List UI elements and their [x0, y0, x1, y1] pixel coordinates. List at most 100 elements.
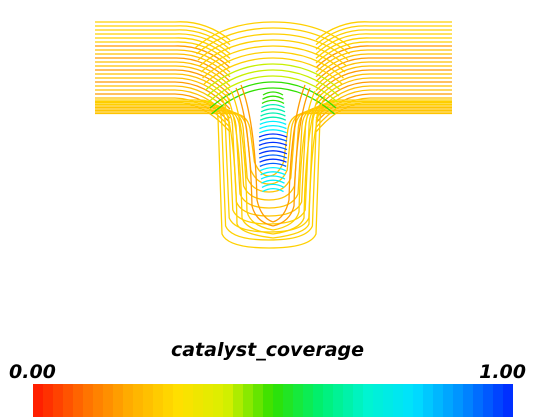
contour-line: [95, 61, 231, 87]
colorbar-band: [253, 384, 264, 417]
colorbar-band: [363, 384, 374, 417]
colorbar-band: [343, 384, 354, 417]
colorbar-band: [173, 384, 184, 417]
colorbar-band: [233, 384, 244, 417]
colorbar-band: [153, 384, 164, 417]
contour-arc: [260, 108, 286, 113]
contour-plot: [95, 21, 452, 249]
colorbar-band: [493, 384, 504, 417]
colorbar-band: [383, 384, 394, 417]
contour-line: [230, 90, 274, 231]
contour-arc: [259, 120, 287, 125]
colorbar-band: [163, 384, 174, 417]
contour-arc: [196, 27, 350, 55]
contour-line: [95, 49, 231, 73]
colorbar-title: catalyst_coverage: [170, 339, 365, 361]
contour-line: [315, 25, 452, 46]
contour-arc: [258, 133, 288, 138]
contour-line: [315, 65, 452, 92]
contour-arc: [209, 81, 337, 109]
colorbar-band: [393, 384, 404, 417]
contour-line: [95, 41, 231, 64]
contour-line: [315, 29, 452, 50]
contour-line: [95, 37, 231, 59]
contour-arc: [206, 69, 340, 97]
contour-arc: [202, 51, 344, 79]
colorbar-band: [313, 384, 324, 417]
contour-line: [315, 61, 452, 87]
colorbar-band: [183, 384, 194, 417]
colorbar-band: [473, 384, 484, 417]
colorbar-band: [503, 384, 513, 417]
colorbar-band: [33, 384, 44, 417]
contour-line: [315, 37, 452, 59]
contour-line: [95, 25, 231, 46]
contour-line: [315, 49, 452, 73]
contour-arc: [258, 141, 288, 146]
colorbar-band: [223, 384, 234, 417]
contour-arc: [200, 45, 346, 73]
colorbar-band: [123, 384, 134, 417]
contour-line: [95, 109, 452, 193]
contour-arc: [261, 183, 285, 188]
contour-line: [315, 73, 452, 101]
contour-arc: [260, 171, 286, 176]
colorbar: [33, 384, 513, 417]
colorbar-band: [143, 384, 154, 417]
contour-line: [95, 100, 452, 241]
colorbar-band: [413, 384, 424, 417]
contour-arc: [259, 166, 287, 172]
contour-arc: [259, 158, 287, 163]
colorbar-band: [113, 384, 124, 417]
colorbar-band: [133, 384, 144, 417]
colorbar-band: [303, 384, 314, 417]
contour-line: [95, 77, 231, 105]
contour-arc: [261, 179, 285, 184]
contour-line: [272, 93, 321, 235]
contour-arc: [259, 124, 287, 130]
colorbar-band: [293, 384, 304, 417]
colorbar-band: [43, 384, 54, 417]
contour-line: [315, 41, 452, 64]
contour-line: [220, 96, 274, 239]
contour-line: [272, 96, 326, 239]
colorbar-band: [193, 384, 204, 417]
colorbar-band: [403, 384, 414, 417]
colorbar-band: [83, 384, 94, 417]
contour-arc: [258, 150, 288, 155]
contour-arc: [259, 162, 287, 167]
colorbar-band: [263, 384, 274, 417]
colorbar-band: [333, 384, 344, 417]
contour-arc: [203, 57, 343, 85]
contour-line: [235, 87, 274, 227]
colorbar-band: [423, 384, 434, 417]
contour-arc: [261, 103, 285, 109]
contour-line: [315, 77, 452, 105]
colorbar-band: [453, 384, 464, 417]
colorbar-band: [53, 384, 64, 417]
colorbar-max-label: 1.00: [479, 361, 526, 383]
contour-line: [95, 73, 231, 101]
contour-line: [95, 106, 452, 209]
contour-arc: [205, 63, 341, 91]
colorbar-band: [443, 384, 454, 417]
contour-line: [95, 111, 452, 185]
contour-arc: [260, 175, 286, 180]
contour-line: [240, 84, 274, 223]
colorbar-band: [213, 384, 224, 417]
contour-arc: [260, 112, 286, 117]
contour-arc: [208, 75, 338, 103]
contour-arc: [259, 129, 287, 134]
contour-arc: [259, 116, 287, 121]
contour-line: [225, 93, 274, 235]
contour-arc: [261, 99, 285, 104]
contour-line: [272, 87, 311, 227]
colorbar-band: [283, 384, 294, 417]
colorbar-band: [463, 384, 474, 417]
contour-arc: [262, 187, 284, 193]
contour-arc: [259, 154, 287, 159]
colorbar-min-label: 0.00: [9, 361, 56, 383]
colorbar-band: [483, 384, 494, 417]
colorbar-band: [433, 384, 444, 417]
contour-arc: [197, 33, 349, 61]
